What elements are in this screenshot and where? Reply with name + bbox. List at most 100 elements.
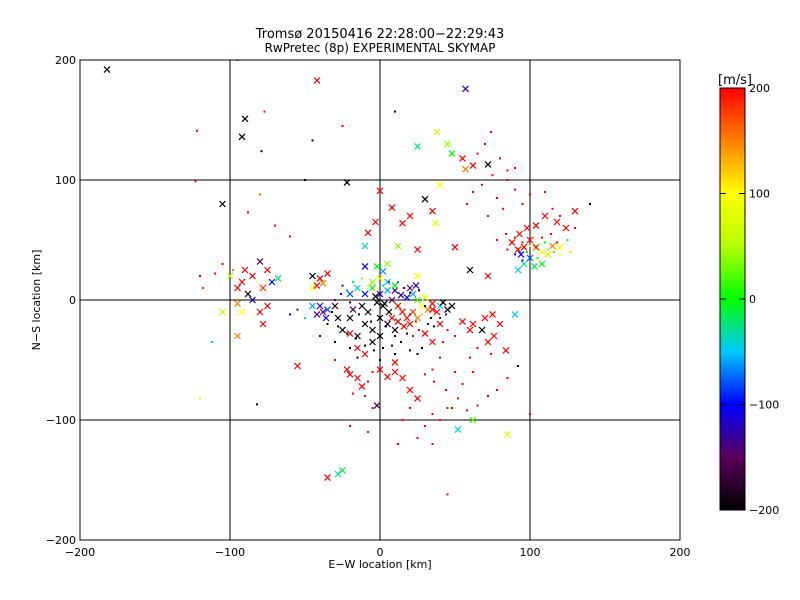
point-marker-x [249,272,256,280]
marker-stroke [517,250,525,258]
point-marker-dot [533,248,536,251]
point-marker-x [571,207,579,215]
point-marker-dot [427,323,429,325]
point-marker-dot [346,332,348,335]
marker-stroke [384,373,391,381]
point-marker-dot [409,407,411,409]
point-marker-x [339,326,346,334]
point-marker-x [403,294,411,302]
point-marker-x [466,266,474,274]
point-marker-x [429,300,436,308]
point-marker-x [436,320,444,328]
marker-stroke [532,222,540,230]
marker-stroke [385,308,393,316]
point-marker-dot [346,289,348,292]
marker-stroke [361,320,369,328]
point-marker-dot [521,241,524,244]
point-marker-dot [394,110,396,113]
point-marker-dot [469,356,471,359]
point-marker-x [432,219,439,227]
marker-stroke [346,330,354,338]
marker-stroke [406,212,414,220]
point-marker-dot [194,180,197,183]
point-marker-x [369,338,376,346]
point-marker-dot [289,235,291,238]
point-marker-x [391,358,399,366]
marker-stroke [484,338,492,346]
point-marker-x [238,133,246,141]
marker-stroke [394,318,402,326]
point-marker-x [421,294,429,302]
point-marker-x [372,218,379,226]
point-marker-dot [199,275,201,277]
point-marker-dot [202,287,204,289]
point-marker-dot [379,359,381,361]
point-marker-dot [476,347,479,349]
point-marker-x [343,178,351,186]
point-marker-dot [466,203,468,205]
marker-stroke [414,272,421,280]
point-marker-dot [433,380,435,383]
point-marker-dot [196,129,198,132]
point-marker-x [249,296,256,304]
marker-stroke [313,310,321,318]
marker-stroke [403,314,411,322]
point-marker-x [384,286,391,294]
point-marker-dot [472,371,474,373]
point-marker-dot [536,257,539,259]
marker-stroke [294,362,301,370]
point-marker-x [354,344,361,352]
marker-stroke [399,219,406,227]
marker-stroke [421,330,429,338]
marker-stroke [511,310,519,318]
marker-stroke [432,219,439,227]
point-marker-dot [446,493,449,496]
point-marker-dot [487,215,489,217]
marker-stroke [481,314,489,322]
marker-stroke [379,267,387,275]
point-marker-x [354,374,361,382]
marker-stroke [354,344,361,352]
point-marker-dot [431,413,434,415]
marker-stroke [103,66,111,74]
marker-stroke [484,272,492,280]
point-marker-x [429,338,436,346]
point-marker-dot [331,311,333,313]
point-marker-x [346,330,354,338]
marker-stroke [369,278,376,286]
marker-stroke [259,320,267,328]
marker-stroke [331,302,339,310]
marker-stroke [313,282,321,290]
point-marker-x [234,300,241,308]
point-marker-dot [296,308,299,311]
point-marker-x [549,242,556,250]
marker-stroke [346,290,354,298]
marker-stroke [556,243,564,251]
marker-stroke [334,470,342,478]
marker-stroke [433,308,441,316]
point-marker-x [238,308,246,316]
point-marker-dot [361,277,363,280]
marker-stroke [361,290,369,298]
point-marker-dot [439,356,441,359]
point-marker-x [391,368,399,376]
marker-stroke [361,242,369,250]
point-marker-x [489,310,496,318]
point-marker-x [412,282,420,290]
marker-stroke [322,314,330,322]
point-marker-dot [382,347,384,349]
y-tick-label: 200 [55,54,76,67]
marker-stroke [399,374,406,382]
marker-stroke [309,284,316,292]
point-marker-dot [364,344,366,347]
point-marker-dot [466,409,468,412]
point-marker-dot [374,289,377,292]
marker-stroke [259,284,267,292]
marker-stroke [520,260,528,268]
colorbar-label: [m/s] [718,73,752,88]
point-marker-x [429,207,436,215]
point-marker-dot [391,344,393,347]
point-marker-x [384,278,391,286]
marker-stroke [274,274,282,282]
marker-stroke [406,320,414,328]
